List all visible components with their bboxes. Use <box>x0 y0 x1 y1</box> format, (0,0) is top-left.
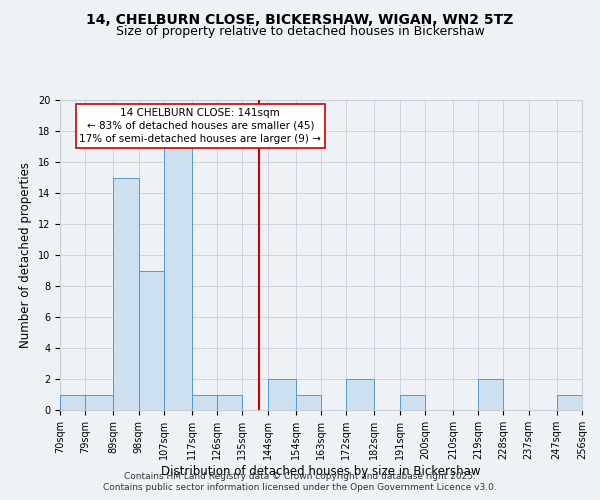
Bar <box>478 379 503 410</box>
Text: Size of property relative to detached houses in Bickershaw: Size of property relative to detached ho… <box>116 25 484 38</box>
Bar <box>60 394 85 410</box>
Bar <box>217 394 242 410</box>
Bar <box>164 146 192 410</box>
Y-axis label: Number of detached properties: Number of detached properties <box>19 162 32 348</box>
Bar <box>346 379 374 410</box>
X-axis label: Distribution of detached houses by size in Bickershaw: Distribution of detached houses by size … <box>161 464 481 477</box>
Bar <box>192 394 217 410</box>
Bar <box>557 394 582 410</box>
Bar <box>85 394 113 410</box>
Bar <box>113 178 139 410</box>
Bar <box>139 270 164 410</box>
Text: 14, CHELBURN CLOSE, BICKERSHAW, WIGAN, WN2 5TZ: 14, CHELBURN CLOSE, BICKERSHAW, WIGAN, W… <box>86 12 514 26</box>
Text: Contains HM Land Registry data © Crown copyright and database right 2025.: Contains HM Land Registry data © Crown c… <box>124 472 476 481</box>
Bar <box>268 379 296 410</box>
Text: Contains public sector information licensed under the Open Government Licence v3: Contains public sector information licen… <box>103 484 497 492</box>
Bar <box>296 394 321 410</box>
Bar <box>400 394 425 410</box>
Text: 14 CHELBURN CLOSE: 141sqm
← 83% of detached houses are smaller (45)
17% of semi-: 14 CHELBURN CLOSE: 141sqm ← 83% of detac… <box>79 108 321 144</box>
